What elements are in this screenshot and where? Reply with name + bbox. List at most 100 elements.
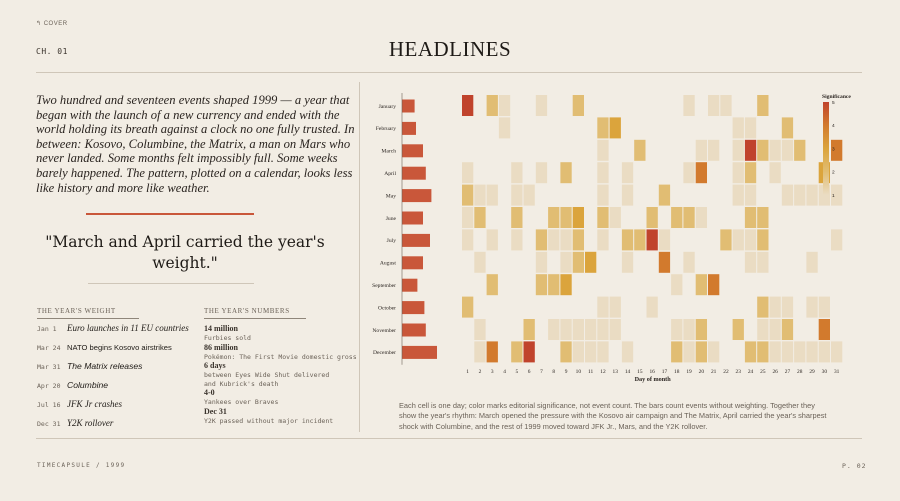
day-cell xyxy=(560,229,572,251)
day-cell xyxy=(695,162,707,184)
day-tick-label: 18 xyxy=(674,369,680,375)
number-description: Yankees over Braves xyxy=(204,398,279,407)
month-label: September xyxy=(372,283,396,289)
weight-event: JFK Jr crashes xyxy=(67,399,122,409)
day-cell xyxy=(523,341,535,363)
event-count-bar xyxy=(402,301,425,315)
day-tick-label: 1 xyxy=(466,369,469,375)
day-cell xyxy=(474,207,486,228)
day-cell xyxy=(462,162,474,184)
day-cell xyxy=(794,139,806,161)
day-cell xyxy=(548,207,560,228)
day-tick-label: 15 xyxy=(637,369,643,375)
month-label: April xyxy=(384,171,396,177)
day-cell xyxy=(548,319,560,340)
number-description: Pokémon: The First Movie domestic gross xyxy=(204,352,357,361)
day-cell xyxy=(671,319,683,340)
day-cell xyxy=(683,207,695,228)
day-cell xyxy=(634,139,646,161)
day-cell xyxy=(560,341,572,363)
day-cell xyxy=(781,296,794,318)
weight-date: Jan 1 xyxy=(37,325,57,333)
legend-color-bar xyxy=(823,102,829,195)
day-cell xyxy=(732,117,744,139)
legend-title: Significance xyxy=(822,94,851,100)
month-label: August xyxy=(380,261,397,267)
day-cell xyxy=(720,229,732,251)
day-cell xyxy=(732,162,744,184)
event-count-bar xyxy=(402,278,418,292)
weight-event: The Matrix releases xyxy=(67,361,143,371)
day-cell xyxy=(806,341,818,363)
day-cell xyxy=(757,139,769,161)
day-cell xyxy=(609,207,621,228)
day-cell xyxy=(597,341,609,363)
event-count-bar xyxy=(402,99,415,113)
legend-tick-label: 3 xyxy=(832,146,835,152)
day-tick-label: 31 xyxy=(834,369,840,375)
day-cell xyxy=(597,139,609,161)
x-axis-label: Day of month xyxy=(635,376,672,383)
day-cell xyxy=(744,162,757,184)
day-cell xyxy=(597,207,609,228)
day-tick-label: 4 xyxy=(503,369,506,375)
day-tick-label: 21 xyxy=(711,369,717,375)
event-count-bar xyxy=(402,144,423,158)
page-number: P. 02 xyxy=(842,462,867,470)
month-label: October xyxy=(378,305,396,311)
weight-event: Columbine xyxy=(67,380,109,390)
day-cell xyxy=(720,95,732,116)
day-tick-label: 7 xyxy=(540,369,543,375)
day-cell xyxy=(597,184,609,206)
number-value: 86 million xyxy=(204,342,239,352)
significance-calendar-chart: January February March April May June July Augu… xyxy=(372,93,851,383)
day-cell xyxy=(806,296,818,318)
day-tick-label: 30 xyxy=(822,369,828,375)
day-cell xyxy=(781,319,794,340)
day-cell xyxy=(781,117,794,139)
day-cell xyxy=(609,296,621,318)
day-cell xyxy=(695,139,707,161)
month-label: December xyxy=(373,350,396,356)
day-cell xyxy=(658,184,671,206)
day-cell xyxy=(498,117,511,139)
day-tick-label: 2 xyxy=(479,369,482,375)
event-count-bar xyxy=(402,345,437,359)
day-tick-label: 29 xyxy=(809,369,815,375)
day-cell xyxy=(572,251,584,273)
day-cell xyxy=(757,207,769,228)
day-cell xyxy=(462,229,474,251)
day-cell xyxy=(474,341,486,363)
cover-link[interactable]: ↰ COVER xyxy=(36,21,68,27)
day-cell xyxy=(781,139,794,161)
event-count-bar xyxy=(402,166,426,180)
number-value: 14 million xyxy=(204,324,239,333)
day-cell xyxy=(831,229,843,251)
weight-date: Jul 16 xyxy=(37,401,61,409)
day-cell xyxy=(781,184,794,206)
day-cell xyxy=(474,184,486,206)
day-cell xyxy=(683,251,695,273)
day-cell xyxy=(831,341,843,363)
day-cell xyxy=(658,251,671,273)
page-title: HEADLINES xyxy=(388,37,512,61)
day-cell xyxy=(806,184,818,206)
day-cell xyxy=(671,341,683,363)
day-cell xyxy=(621,341,634,363)
month-label: January xyxy=(379,104,397,110)
column-divider xyxy=(359,82,360,432)
day-cell xyxy=(621,229,634,251)
day-cell xyxy=(794,184,806,206)
number-description: Furbies sold xyxy=(204,334,251,342)
weight-heading: THE YEAR'S WEIGHT xyxy=(37,307,139,319)
day-cell xyxy=(486,229,498,251)
weight-date: Apr 20 xyxy=(37,382,61,390)
day-cell xyxy=(683,162,695,184)
day-cell xyxy=(732,139,744,161)
day-cell xyxy=(744,251,757,273)
number-value: 6 days xyxy=(204,361,226,371)
day-cell xyxy=(769,319,781,340)
day-cell xyxy=(560,319,572,340)
footer-divider xyxy=(36,438,862,439)
day-cell xyxy=(462,95,474,116)
